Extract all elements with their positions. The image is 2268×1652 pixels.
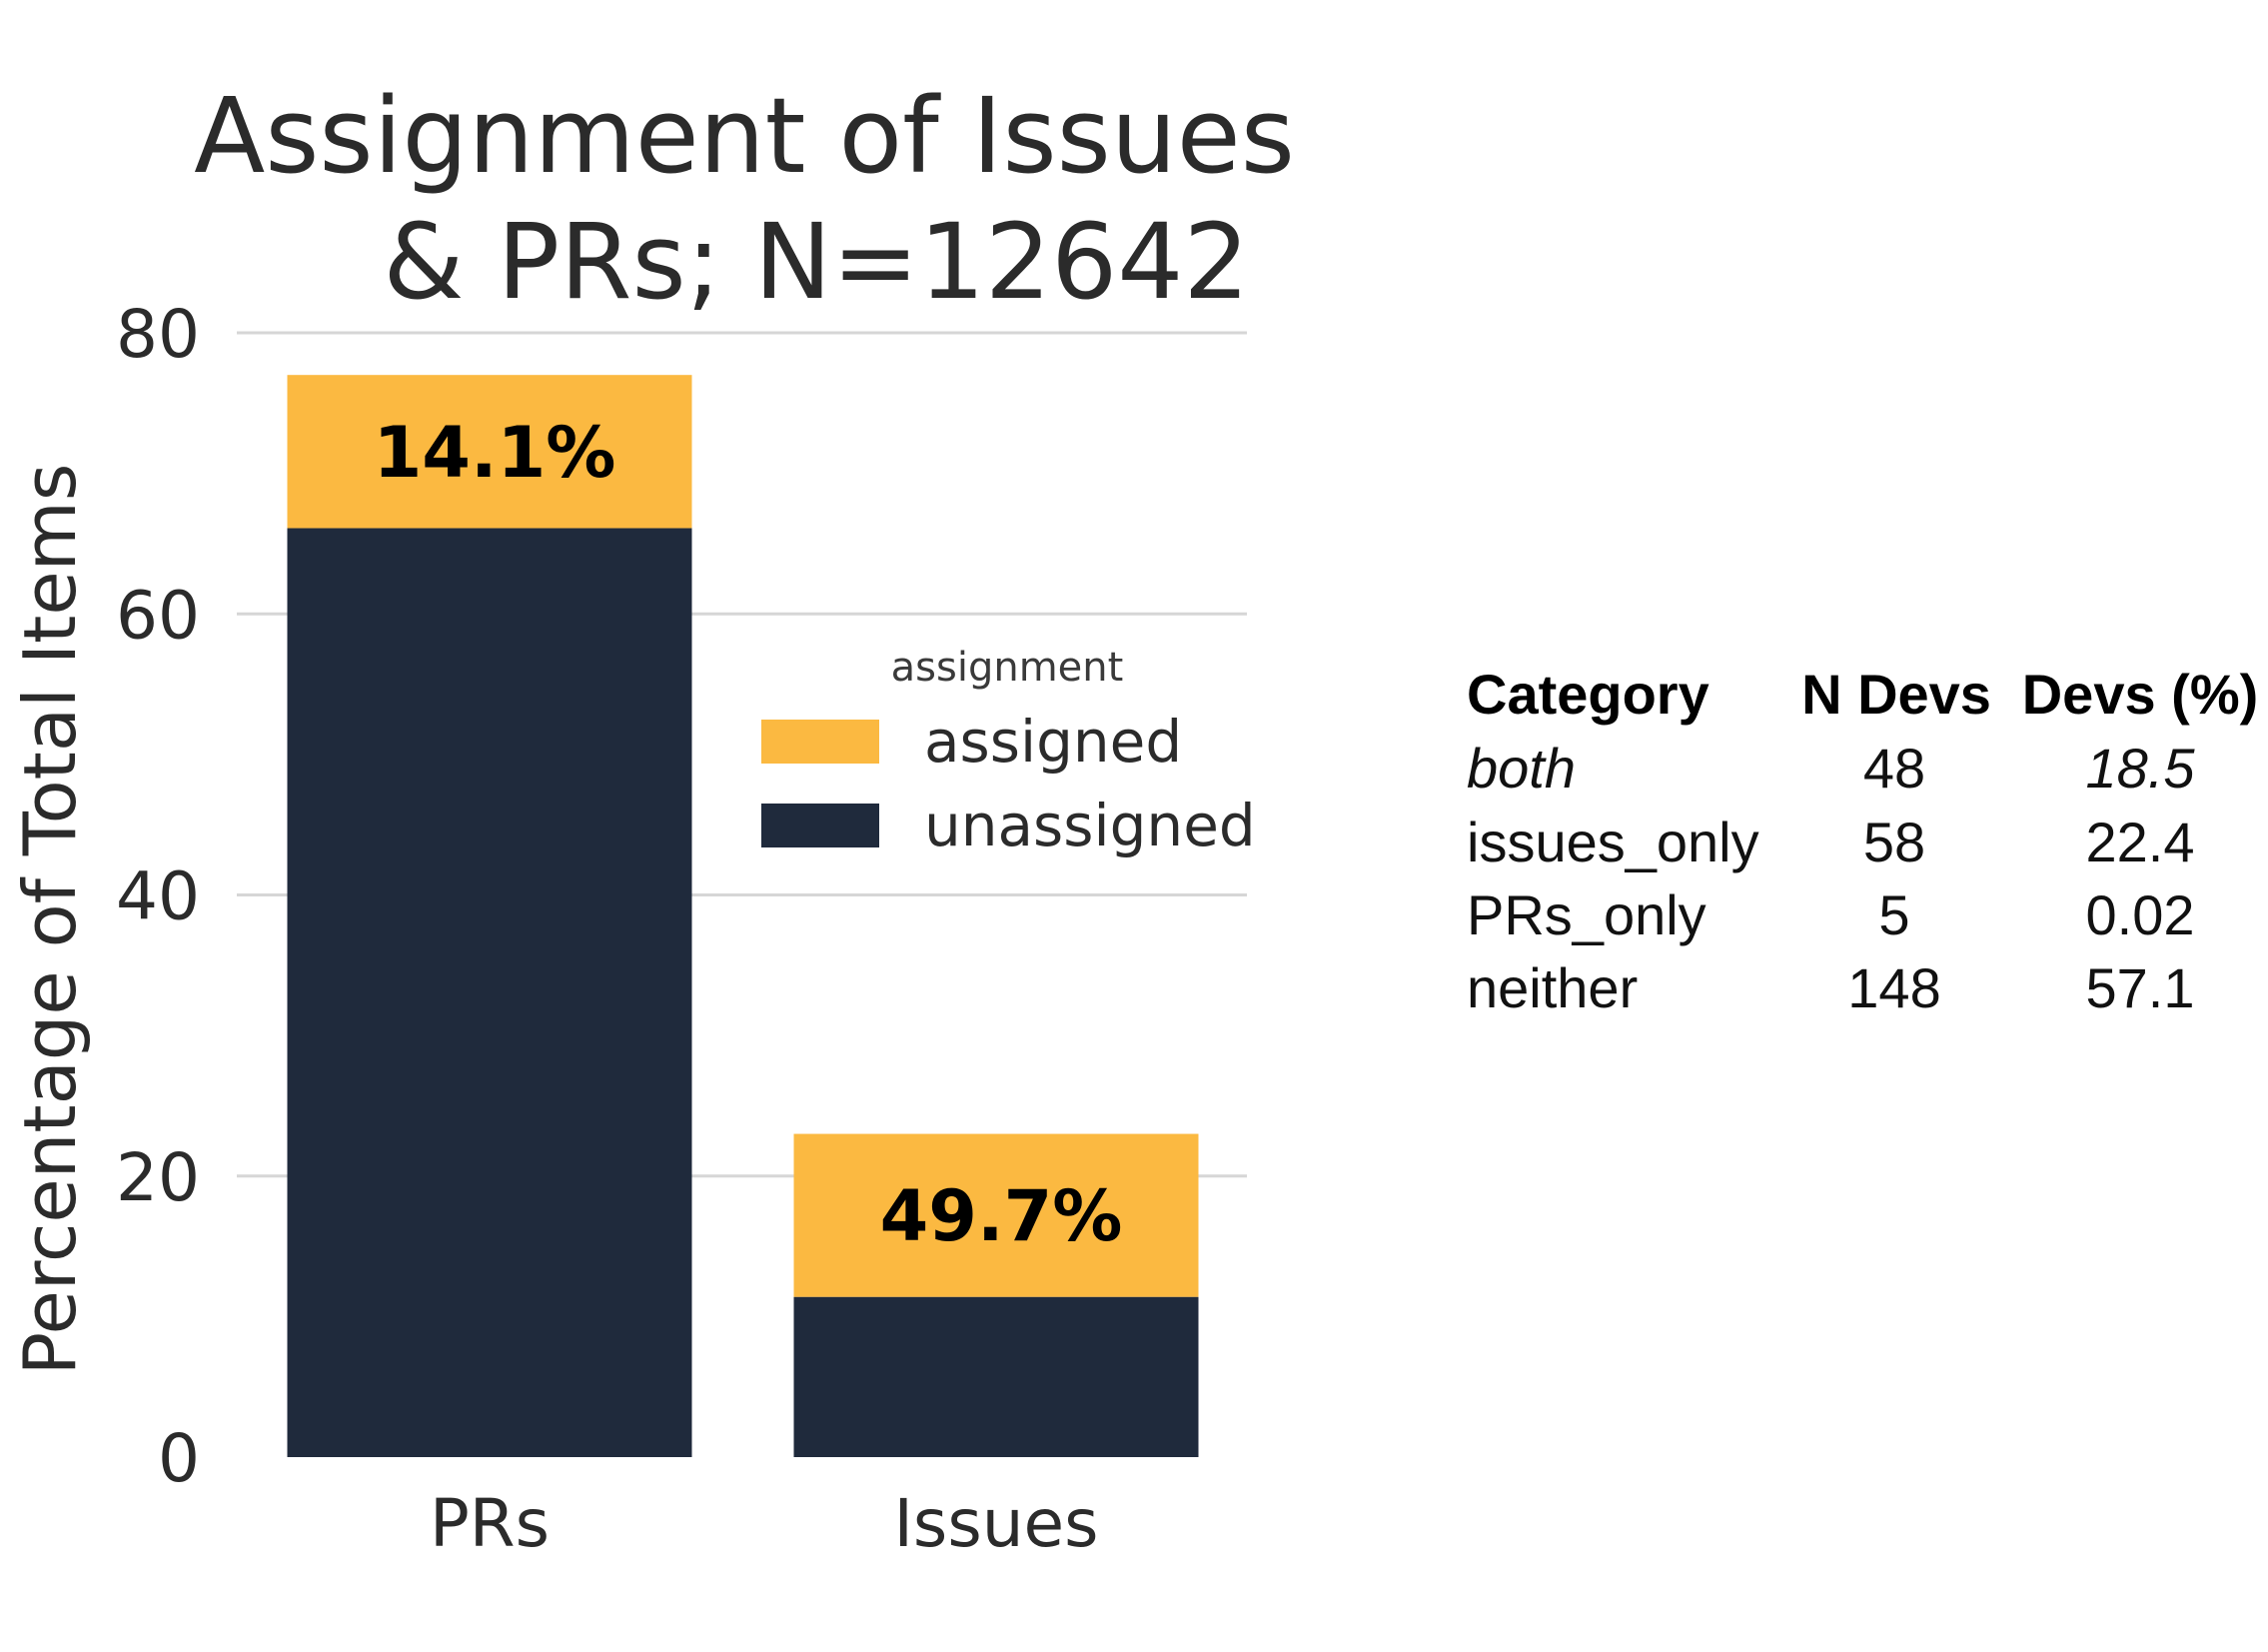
table-cell-n-devs: 58 bbox=[1863, 811, 1925, 873]
y-tick-label: 80 bbox=[116, 296, 200, 373]
table-header-devs-pct: Devs (%) bbox=[2022, 663, 2259, 726]
y-axis-label: Percentage of Total Items bbox=[8, 464, 92, 1376]
table-cell-devs-pct: 0.02 bbox=[2086, 883, 2195, 946]
bar-prs-unassigned bbox=[287, 528, 692, 1457]
bar-label-issues: 49.7% bbox=[880, 1175, 1123, 1257]
y-tick-label: 20 bbox=[116, 1139, 200, 1216]
legend-swatch-assigned bbox=[761, 720, 879, 764]
table-cell-n-devs: 48 bbox=[1863, 737, 1925, 800]
legend-title: assignment bbox=[891, 645, 1124, 691]
table-cell-category: both bbox=[1467, 737, 1576, 800]
legend-label-assigned: assigned bbox=[924, 708, 1182, 776]
bar-issues-unassigned bbox=[793, 1296, 1199, 1457]
y-tick-label: 0 bbox=[158, 1420, 200, 1497]
table-cell-devs-pct: 57.1 bbox=[2086, 956, 2195, 1019]
table-header-n-devs: N Devs bbox=[1801, 663, 1991, 726]
x-tick-label-prs: PRs bbox=[430, 1485, 550, 1562]
y-tick-label: 60 bbox=[116, 577, 200, 654]
bar-labels: 14.1% 49.7% bbox=[374, 412, 1123, 1257]
legend-swatch-unassigned bbox=[761, 804, 879, 847]
table-cell-devs-pct: 22.4 bbox=[2086, 811, 2195, 873]
table-cell-category: PRs_only bbox=[1467, 883, 1706, 946]
x-tick-labels: PRs Issues bbox=[430, 1485, 1099, 1562]
chart-title-line-1: Assignment of Issues bbox=[194, 75, 1295, 197]
table-cell-n-devs: 5 bbox=[1878, 883, 1909, 946]
legend: assignment assigned unassigned bbox=[761, 645, 1256, 859]
table-header-category: Category bbox=[1467, 663, 1709, 726]
x-tick-label-issues: Issues bbox=[893, 1485, 1098, 1562]
table-cell-category: issues_only bbox=[1467, 811, 1759, 873]
bar-prs-assigned bbox=[287, 375, 692, 529]
y-tick-label: 40 bbox=[116, 858, 200, 935]
table-cell-devs-pct: 18.5 bbox=[2086, 737, 2196, 800]
summary-table: Category N Devs Devs (%) both 48 18.5 is… bbox=[1467, 663, 2258, 1019]
bars bbox=[287, 375, 1199, 1457]
table-cell-n-devs: 148 bbox=[1847, 956, 1940, 1019]
table-cell-category: neither bbox=[1467, 956, 1638, 1019]
legend-label-unassigned: unassigned bbox=[924, 792, 1256, 859]
y-tick-labels: 0 20 40 60 80 bbox=[116, 296, 200, 1497]
chart-title-line-2: & PRs; N=12642 bbox=[383, 201, 1249, 323]
bar-label-prs: 14.1% bbox=[374, 412, 616, 494]
bar-issues-assigned bbox=[793, 1133, 1199, 1297]
